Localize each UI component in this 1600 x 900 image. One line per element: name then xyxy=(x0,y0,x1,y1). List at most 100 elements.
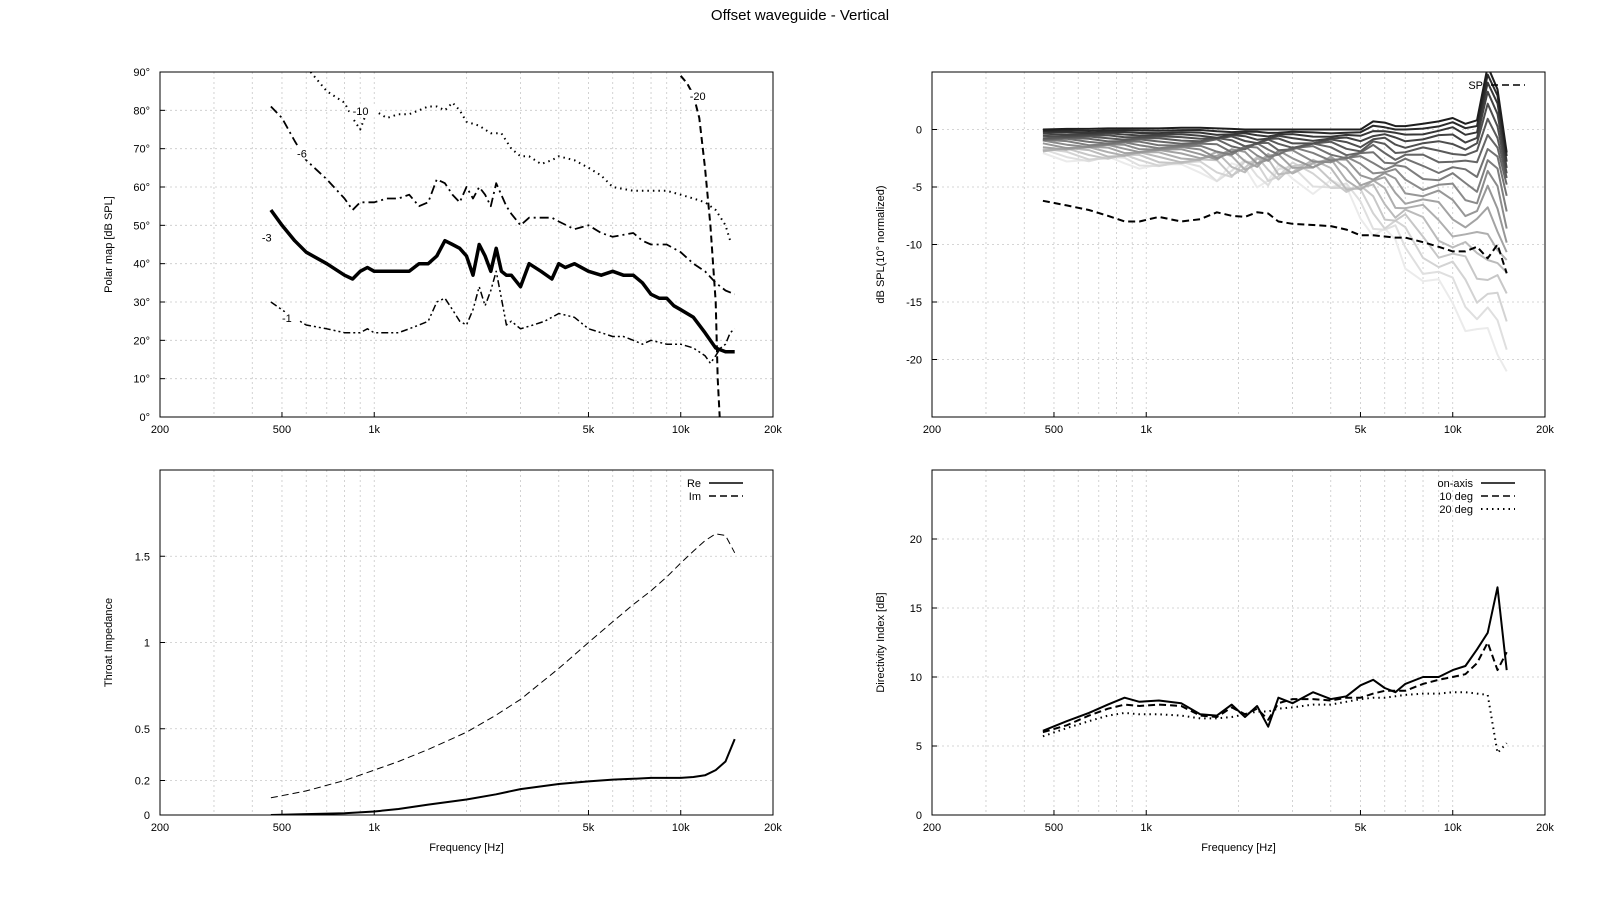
plot-frame xyxy=(159,71,774,418)
angle-response-line xyxy=(1042,142,1508,243)
y-tick-label: 15 xyxy=(910,603,922,615)
x-tick-label: 200 xyxy=(151,424,169,436)
legend-label: 10 deg xyxy=(1439,491,1473,503)
directivity-index-panel: 200 500 1k 5k 10k 20k 0 5 10 15 20 Directivity Inde… xyxy=(875,469,1554,854)
x-tick-label: 500 xyxy=(1045,424,1063,436)
contour-label-bg xyxy=(349,105,377,118)
y-axis-label: Throat Impedance xyxy=(103,598,115,687)
y-tick-label: -10 xyxy=(906,240,922,252)
y-tick-label: 0.2 xyxy=(135,776,150,788)
x-tick-label: 5k xyxy=(1355,424,1367,436)
x-tick-label: 5k xyxy=(583,822,595,834)
x-tick-label: 200 xyxy=(923,424,941,436)
legend-label: 20 deg xyxy=(1439,504,1473,516)
y-tick-label: 0 xyxy=(916,810,922,822)
y-tick-label: 80° xyxy=(133,105,150,117)
contour-line-minus20 xyxy=(679,75,721,417)
figure-title: Offset waveguide - Vertical xyxy=(711,7,889,24)
grid xyxy=(159,470,774,816)
x-tick-label: 10k xyxy=(1444,424,1462,436)
grid xyxy=(931,72,1546,417)
x-tick-label: 5k xyxy=(583,424,595,436)
x-tick-label: 200 xyxy=(151,822,169,834)
contour-line-minus3 xyxy=(269,208,735,354)
x-tick-label: 1k xyxy=(1140,424,1152,436)
angle-response-line xyxy=(1042,102,1508,174)
legend: SP xyxy=(1468,80,1525,92)
x-tick-label: 20k xyxy=(764,822,782,834)
x-tick-label: 500 xyxy=(1045,822,1063,834)
plot-area xyxy=(1042,586,1508,754)
y-axis-label: dB SPL(10° normalized) xyxy=(875,185,887,303)
grid xyxy=(159,71,774,418)
series-line-on-axis xyxy=(1042,586,1508,732)
angle-response-line xyxy=(1042,152,1508,372)
y-tick-label: 30° xyxy=(133,297,150,309)
y-tick-label: 20 xyxy=(910,534,922,546)
legend-label: SP xyxy=(1468,80,1483,92)
plot-area xyxy=(1042,72,1508,372)
y-tick-label: -5 xyxy=(912,182,922,194)
x-tick-label: 10k xyxy=(1444,822,1462,834)
x-axis-label: Frequency [Hz] xyxy=(1201,842,1276,854)
y-tick-label: 60° xyxy=(133,182,150,194)
contour-label-bg xyxy=(278,312,299,325)
y-tick-label: 0° xyxy=(139,412,150,424)
y-tick-label: 1 xyxy=(144,638,150,650)
x-tick-label: 10k xyxy=(672,424,690,436)
legend-label: Re xyxy=(687,478,701,490)
plot-frame xyxy=(931,469,1546,816)
spl-normalized-panel: 200 500 1k 5k 10k 20k 0 -5 -10 -15 -20 dB SPL(10° n… xyxy=(875,71,1554,436)
y-tick-label: 5 xyxy=(916,741,922,753)
angle-response-line xyxy=(1042,117,1508,179)
contour-line-minus1 xyxy=(270,270,736,365)
y-tick-label: 10 xyxy=(910,672,922,684)
legend-label: Im xyxy=(689,491,701,503)
series-line-re xyxy=(270,738,736,815)
plot-area xyxy=(270,533,736,815)
y-tick-label: 1.5 xyxy=(135,551,150,563)
angle-response-line xyxy=(1042,148,1508,350)
angle-response-line xyxy=(1042,81,1508,162)
x-tick-label: 20k xyxy=(764,424,782,436)
contour-label-bg xyxy=(258,231,279,244)
angle-response-line xyxy=(1042,146,1508,261)
y-tick-label: 90° xyxy=(133,67,150,79)
y-tick-label: 50° xyxy=(133,220,150,232)
y-axis-label: Directivity Index [dB] xyxy=(875,592,887,692)
y-tick-label: -20 xyxy=(906,355,922,367)
x-tick-label: 1k xyxy=(1140,822,1152,834)
series-line-10-deg xyxy=(1042,641,1508,734)
series-line-20-deg xyxy=(1042,691,1508,754)
angle-response-line xyxy=(1042,90,1508,169)
x-tick-label: 20k xyxy=(1536,424,1554,436)
x-tick-label: 1k xyxy=(368,822,380,834)
grid xyxy=(931,470,1546,816)
angle-response-line xyxy=(1042,146,1508,274)
contour-label: -3 xyxy=(262,233,272,245)
angle-response-line xyxy=(1042,147,1508,294)
throat-impedance-panel: 200 500 1k 5k 10k 20k 0 0.2 0.5 1 1.5 Throat Impeda… xyxy=(103,469,782,854)
y-tick-label: 0 xyxy=(144,810,150,822)
y-tick-label: 20° xyxy=(133,335,150,347)
x-axis-label: Frequency [Hz] xyxy=(429,842,504,854)
contour-line-minus6 xyxy=(270,105,736,296)
y-tick-label: 40° xyxy=(133,259,150,271)
x-tick-label: 500 xyxy=(273,822,291,834)
polar-map-panel: 200 500 1k 5k 10k 20k 0° 10° 20° 30° 40° 50° 60° 70° 8… xyxy=(103,67,782,436)
y-tick-label: 10° xyxy=(133,374,150,386)
y-tick-label: 0 xyxy=(916,125,922,137)
legend-label: on-axis xyxy=(1438,478,1474,490)
y-tick-label: 70° xyxy=(133,144,150,156)
angle-response-line xyxy=(1042,72,1508,153)
sound-power-line xyxy=(1042,199,1508,274)
contour-label: -10 xyxy=(353,106,369,118)
x-tick-label: 10k xyxy=(672,822,690,834)
contour-label: -1 xyxy=(282,313,292,325)
x-tick-label: 20k xyxy=(1536,822,1554,834)
angle-response-line xyxy=(1042,139,1508,229)
x-tick-label: 1k xyxy=(368,424,380,436)
